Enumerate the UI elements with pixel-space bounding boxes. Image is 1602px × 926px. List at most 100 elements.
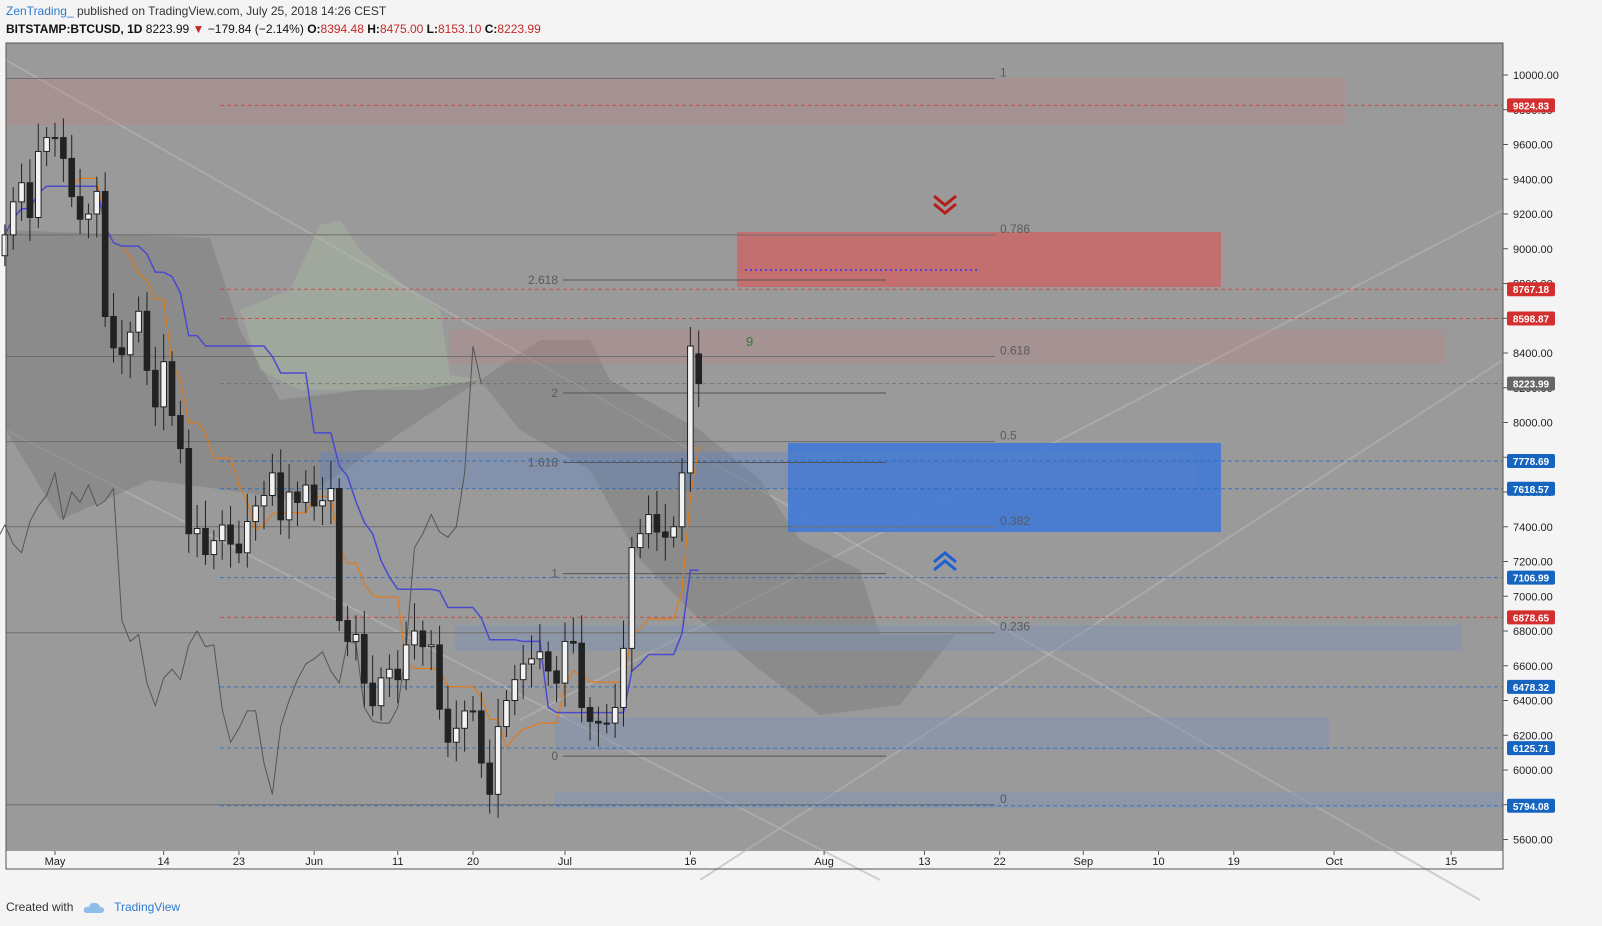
candle-body bbox=[544, 651, 552, 672]
candle-body bbox=[461, 710, 468, 729]
candle-body bbox=[101, 190, 109, 318]
td-sequential-count: 9 bbox=[746, 334, 753, 349]
candle-body bbox=[85, 213, 92, 220]
xaxis-background bbox=[6, 851, 1503, 869]
y-tick-label: 6600.00 bbox=[1513, 661, 1553, 673]
chikou-span-line bbox=[0, 345, 482, 795]
candle-body bbox=[327, 488, 335, 502]
y-tick-label: 8400.00 bbox=[1513, 348, 1553, 360]
created-with-text: Created with bbox=[6, 900, 74, 914]
candle-body bbox=[60, 137, 67, 159]
candle-body bbox=[519, 663, 527, 681]
support-zone-low1 bbox=[455, 625, 1462, 651]
tradingview-link[interactable]: TradingView bbox=[114, 900, 181, 914]
candle-body bbox=[26, 182, 34, 218]
candle-body bbox=[511, 679, 519, 702]
price-label: 8767.18 bbox=[1513, 285, 1550, 296]
candle-body bbox=[68, 157, 76, 198]
publish-text: published on TradingView.com, July 25, 2… bbox=[76, 4, 387, 18]
candle-body bbox=[361, 633, 368, 684]
close-value: 8223.99 bbox=[497, 22, 541, 36]
price-label-box bbox=[1507, 376, 1555, 391]
candle-body bbox=[503, 700, 510, 728]
ohlc-legend: BITSTAMP:BTCUSD, 1D 8223.99 ▼ −179.84 (−… bbox=[6, 22, 541, 36]
x-tick-label: 16 bbox=[684, 856, 696, 868]
resistance-zone-top bbox=[7, 77, 1346, 126]
x-tick-label: 23 bbox=[233, 856, 245, 868]
candle-body bbox=[344, 620, 351, 642]
candle-body bbox=[51, 137, 59, 140]
candle-body bbox=[227, 524, 234, 545]
x-tick-label: Sep bbox=[1073, 856, 1093, 868]
price-label: 8223.99 bbox=[1513, 380, 1550, 391]
y-tick-label: 9400.00 bbox=[1513, 174, 1553, 186]
candle-body bbox=[411, 630, 418, 646]
candle-body bbox=[202, 527, 209, 556]
candle-body bbox=[352, 633, 360, 642]
candle-body bbox=[578, 642, 585, 708]
candle-body bbox=[243, 521, 251, 554]
y-tick-label: 9600.00 bbox=[1513, 140, 1553, 152]
candle-body bbox=[126, 331, 134, 356]
support-zone-low2 bbox=[555, 717, 1329, 750]
price-label: 9824.83 bbox=[1513, 101, 1550, 112]
candle-body bbox=[444, 708, 452, 743]
fib-extension-label: 2.618 bbox=[528, 273, 558, 287]
candle-body bbox=[561, 640, 569, 684]
candle-body bbox=[620, 647, 627, 708]
candle-body bbox=[670, 526, 677, 538]
price-label: 7618.57 bbox=[1513, 485, 1550, 496]
fib-extension-label: 1.618 bbox=[528, 455, 558, 469]
candle-body bbox=[386, 668, 393, 679]
price-label-box bbox=[1507, 610, 1555, 625]
candle-body bbox=[335, 488, 343, 622]
fib-retracement-label: 0.618 bbox=[1000, 343, 1030, 357]
kijun-sen-line bbox=[4, 185, 699, 714]
candle-body bbox=[653, 514, 661, 533]
high-label: H: bbox=[367, 22, 380, 36]
support-zone-main bbox=[788, 443, 1221, 532]
candle-body bbox=[419, 630, 427, 648]
candle-body bbox=[285, 491, 293, 521]
publish-info: ZenTrading_ published on TradingView.com… bbox=[6, 4, 386, 18]
x-tick-label: Jul bbox=[558, 856, 572, 868]
resistance-zone-main bbox=[737, 232, 1221, 287]
candle-body bbox=[394, 668, 402, 681]
candle-body bbox=[252, 505, 259, 523]
candle-body bbox=[319, 500, 326, 507]
candle-body bbox=[193, 527, 201, 535]
y-tick-label: 9000.00 bbox=[1513, 244, 1553, 256]
candle-body bbox=[260, 494, 268, 507]
candle-body bbox=[377, 677, 385, 707]
price-label-box bbox=[1507, 481, 1555, 496]
candle-body bbox=[427, 644, 435, 648]
x-tick-label: 10 bbox=[1152, 856, 1164, 868]
y-tick-label: 6400.00 bbox=[1513, 696, 1553, 708]
price-label-box bbox=[1507, 798, 1555, 813]
y-tick-label: 6000.00 bbox=[1513, 765, 1553, 777]
candle-body bbox=[218, 524, 226, 542]
open-label: O: bbox=[307, 22, 321, 36]
price-label-box bbox=[1507, 570, 1555, 585]
price-label-box bbox=[1507, 679, 1555, 694]
price-label-box bbox=[1507, 311, 1555, 326]
candle-body bbox=[269, 472, 276, 496]
candle-body bbox=[93, 190, 101, 215]
candle-body bbox=[570, 640, 577, 644]
close-label: C: bbox=[484, 22, 498, 36]
candle-body bbox=[369, 682, 376, 707]
candle-body bbox=[494, 726, 502, 795]
candle-body bbox=[645, 514, 652, 535]
x-tick-label: Oct bbox=[1326, 856, 1343, 868]
fib-retracement-label: 1 bbox=[1000, 65, 1007, 79]
y-tick-label: 8000.00 bbox=[1513, 418, 1553, 430]
author-link[interactable]: ZenTrading_ bbox=[6, 4, 74, 18]
y-tick-label: 9200.00 bbox=[1513, 209, 1553, 221]
candle-body bbox=[34, 150, 42, 218]
x-tick-label: May bbox=[45, 856, 66, 868]
fib-extension-label: 2 bbox=[551, 386, 558, 400]
price-label: 6478.32 bbox=[1513, 683, 1550, 694]
candle-body bbox=[210, 540, 218, 556]
down-arrow-icon: ▼ bbox=[192, 22, 205, 36]
